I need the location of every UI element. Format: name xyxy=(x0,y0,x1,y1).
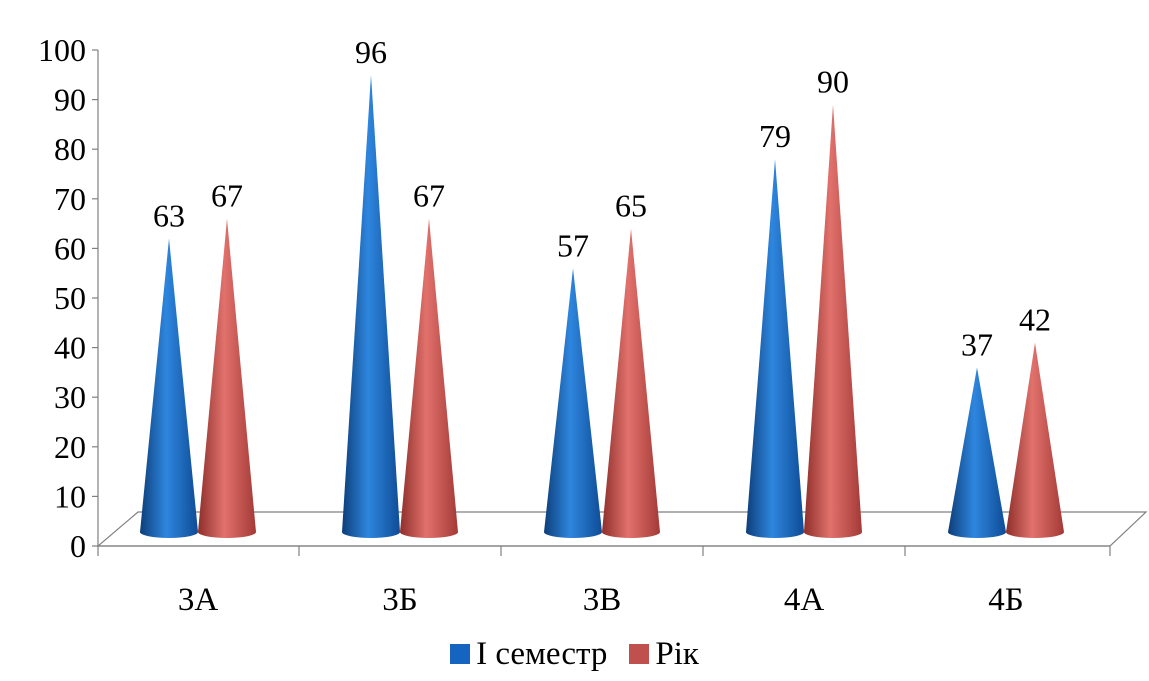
y-tick-label: 0 xyxy=(70,528,86,564)
y-tick-label: 20 xyxy=(54,429,86,465)
x-tick-label: 4Б xyxy=(988,582,1023,618)
y-tick-label: 100 xyxy=(38,32,86,68)
y-tick-label: 50 xyxy=(54,280,86,316)
data-label: 42 xyxy=(1019,302,1051,338)
bar-series2 xyxy=(1006,342,1064,538)
bar-series1 xyxy=(342,74,400,538)
bar-series1 xyxy=(746,159,804,538)
legend: І семестр Рік xyxy=(0,632,1149,676)
x-tick-label: 3А xyxy=(178,582,219,618)
y-tick-label: 80 xyxy=(54,131,86,167)
data-label: 96 xyxy=(355,34,387,70)
data-label: 67 xyxy=(211,178,243,214)
data-label: 79 xyxy=(759,118,791,154)
data-label: 65 xyxy=(615,188,647,224)
bars xyxy=(140,74,1064,538)
bar-series2 xyxy=(804,104,862,538)
legend-item-series1: І семестр xyxy=(450,636,607,673)
data-labels: 63 96 57 79 37 67 67 65 90 42 xyxy=(153,34,1051,363)
y-tick-label: 60 xyxy=(54,230,86,266)
x-tick-label: 4А xyxy=(784,582,825,618)
bar-series2 xyxy=(400,218,458,538)
data-label: 57 xyxy=(557,227,589,263)
legend-label-series2: Рік xyxy=(655,635,699,672)
data-label: 90 xyxy=(817,64,849,100)
data-label: 63 xyxy=(153,198,185,234)
legend-item-series2: Рік xyxy=(629,636,699,673)
bar-series2 xyxy=(198,218,256,538)
bar-series1 xyxy=(948,367,1006,538)
legend-label-series1: І семестр xyxy=(476,635,608,672)
y-tick-label: 70 xyxy=(54,181,86,217)
data-label: 67 xyxy=(413,178,445,214)
y-tick-label: 10 xyxy=(54,478,86,514)
bar-series1 xyxy=(140,238,198,538)
x-tick-label: 3В xyxy=(583,582,622,618)
legend-swatch-series1 xyxy=(450,644,471,664)
legend-swatch-series2 xyxy=(629,644,650,664)
y-tick-label: 40 xyxy=(54,330,86,366)
x-tick-label: 3Б xyxy=(382,582,417,618)
chart: 0 10 20 30 40 50 60 70 80 90 100 3А 3Б 3В 4А 4Б 63 96 57 7… xyxy=(38,32,1148,618)
bar-series1 xyxy=(544,268,602,538)
bar-series2 xyxy=(602,228,660,538)
axes: 0 10 20 30 40 50 60 70 80 90 100 3А 3Б 3В 4А 4Б xyxy=(38,32,1111,618)
y-tick-label: 90 xyxy=(54,82,86,118)
y-tick-label: 30 xyxy=(54,379,86,415)
data-label: 37 xyxy=(961,326,993,362)
